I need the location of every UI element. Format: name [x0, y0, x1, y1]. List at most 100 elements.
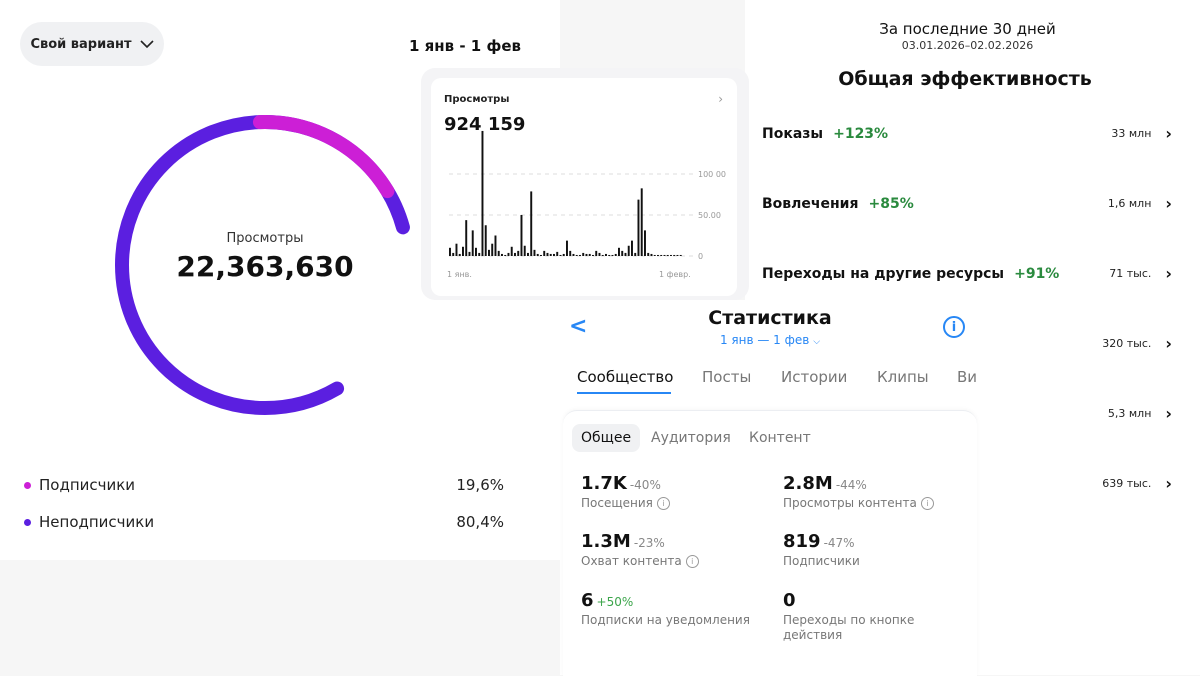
metric-row-hidden-2[interactable]: 5,3 млн ›: [1050, 404, 1172, 423]
stat-value: 1.7K: [581, 473, 627, 494]
subtab-content[interactable]: Контент: [749, 430, 811, 446]
bar: [449, 247, 451, 256]
metric-value: 33 млн: [1111, 127, 1152, 140]
bar: [497, 250, 500, 257]
metric-row-impressions[interactable]: Показы +123% 33 млн ›: [762, 124, 1172, 143]
views-card[interactable]: Просмотры 924 159 › 100 00 50.00 0 1 янв…: [421, 68, 749, 300]
views-card-body: Просмотры 924 159 › 100 00 50.00 0 1 янв…: [431, 78, 737, 296]
efficiency-title: Общая эффективность: [838, 68, 1092, 90]
tab-videos[interactable]: Ви: [957, 368, 978, 386]
metric-value: 71 тыс.: [1109, 267, 1152, 280]
bar: [592, 254, 594, 256]
bar: [520, 215, 523, 256]
metric-delta: +91%: [1014, 265, 1060, 282]
bar: [624, 252, 627, 257]
bar: [637, 199, 640, 257]
bar: [598, 252, 601, 257]
bar: [455, 243, 458, 256]
chevron-right-icon: ›: [1165, 264, 1172, 283]
bar: [657, 254, 659, 256]
info-icon[interactable]: i: [943, 316, 965, 338]
metric-delta: +85%: [868, 195, 914, 212]
bar: [462, 246, 464, 256]
x-tick-label: 1 янв.: [447, 270, 472, 279]
legend-dot-icon: [24, 518, 31, 526]
bar: [601, 254, 604, 256]
chevron-down-icon: ⌵: [813, 337, 821, 347]
bar: [494, 235, 497, 256]
metric-delta: +123%: [833, 125, 889, 142]
legend-label: Неподписчики: [39, 513, 155, 531]
period-title: За последние 30 дней: [879, 20, 1056, 38]
tab-community[interactable]: Сообщество: [577, 368, 674, 386]
stat-label: Переходы по кнопке действия: [783, 613, 915, 642]
views-donut-chart: [115, 115, 415, 415]
bar: [618, 247, 620, 256]
bar: [514, 252, 516, 257]
bar: [608, 254, 611, 256]
tab-stories[interactable]: Истории: [781, 368, 848, 386]
stat-change: +50%: [596, 595, 634, 609]
metric-row-hidden-1[interactable]: 320 тыс. ›: [1050, 334, 1172, 353]
bar: [527, 252, 529, 257]
donut-center-value: 22,363,630: [176, 250, 354, 283]
bar: [566, 240, 568, 257]
subtab-overview[interactable]: Общее: [572, 424, 641, 452]
bar: [468, 251, 471, 256]
stat-change: -23%: [633, 536, 665, 550]
bar: [666, 254, 669, 256]
statistics-title: Статистика: [708, 307, 832, 329]
bar: [650, 253, 653, 256]
bar: [663, 254, 666, 256]
bar: [510, 246, 513, 256]
subtab-audience[interactable]: Аудитория: [651, 430, 731, 446]
chevron-right-icon: ›: [1165, 334, 1172, 353]
bar: [647, 252, 650, 257]
bar: [481, 130, 484, 256]
bar: [559, 254, 562, 256]
bar: [572, 253, 575, 256]
period-dropdown[interactable]: Свой вариант: [20, 22, 164, 66]
statistics-date-range[interactable]: 1 янв — 1 фев ⌵: [700, 333, 840, 347]
chevron-right-icon: ›: [1165, 124, 1172, 143]
bar: [501, 253, 503, 256]
bar: [536, 253, 539, 256]
bar: [556, 251, 559, 256]
metric-row-outbound-clicks[interactable]: Переходы на другие ресурсы +91% 71 тыс. …: [762, 264, 1172, 283]
stat-label: Подписчики: [783, 554, 860, 568]
legend-value: 19,6%: [456, 476, 504, 494]
legend-value: 80,4%: [456, 513, 504, 531]
chevron-down-icon: [139, 39, 154, 48]
bar: [517, 250, 520, 257]
stat-value: 819: [783, 531, 821, 552]
bar: [452, 252, 455, 257]
donut-segment-subscribers: [115, 115, 415, 415]
bar: [676, 254, 679, 256]
stat-action-button-clicks: 0 Переходы по кнопке действия: [783, 590, 943, 643]
tab-clips[interactable]: Клипы: [877, 368, 929, 386]
info-icon[interactable]: i: [920, 497, 934, 510]
stat-value: 0: [783, 590, 796, 611]
stat-value: 6: [581, 590, 594, 611]
legend-item-subscribers: Подписчики 19,6%: [24, 476, 504, 494]
bar: [458, 253, 461, 256]
stat-change: -47%: [823, 536, 855, 550]
bar: [553, 253, 555, 256]
views-bar-chart: 100 00 50.00 0 1 янв. 1 февр.: [447, 130, 726, 279]
stat-visits: 1.7K -40% Посещения i: [581, 473, 771, 511]
views-card-title: Просмотры: [444, 94, 510, 105]
metric-row-hidden-3[interactable]: 639 тыс. ›: [1050, 474, 1172, 493]
chevron-right-icon[interactable]: ›: [718, 92, 723, 106]
stat-content-views: 2.8M -44% Просмотры контента i: [783, 473, 973, 511]
metric-row-engagements[interactable]: Вовлечения +85% 1,6 млн ›: [762, 194, 1172, 213]
info-icon[interactable]: i: [656, 497, 670, 510]
back-arrow-icon[interactable]: <: [569, 314, 588, 339]
statistics-summary-card: [563, 410, 977, 676]
bar: [523, 245, 526, 256]
legend-label: Подписчики: [39, 476, 136, 494]
info-icon[interactable]: i: [685, 555, 699, 568]
tab-posts[interactable]: Посты: [702, 368, 752, 386]
bars-group: [449, 130, 682, 257]
bar: [588, 253, 591, 256]
metric-value: 5,3 млн: [1107, 407, 1152, 420]
